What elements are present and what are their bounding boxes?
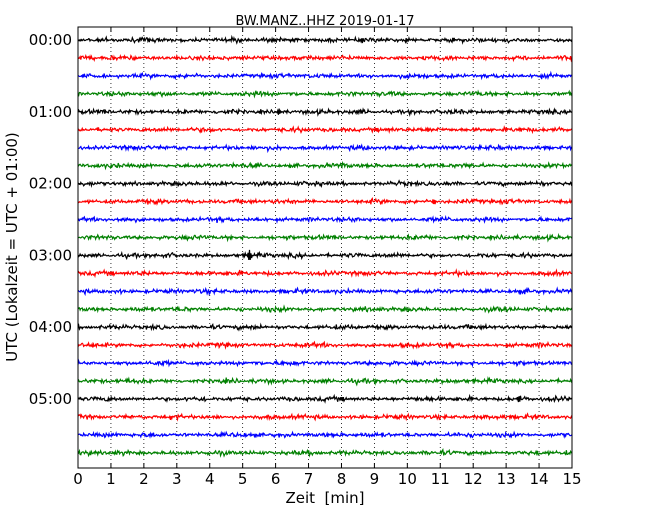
trace-line bbox=[77, 53, 573, 63]
y-tick-label: 00:00 bbox=[29, 31, 72, 49]
x-tick-label: 0 bbox=[73, 470, 83, 488]
trace-line bbox=[77, 393, 573, 404]
x-tick-label: 6 bbox=[271, 470, 281, 488]
trace-line bbox=[77, 268, 573, 279]
trace-line bbox=[77, 179, 573, 189]
x-tick-label: 12 bbox=[464, 470, 483, 488]
trace-line bbox=[77, 430, 573, 439]
plot-area bbox=[78, 27, 572, 468]
y-tick-label: 03:00 bbox=[29, 246, 72, 264]
y-tick-label: 04:00 bbox=[29, 318, 72, 336]
trace-line bbox=[77, 375, 573, 387]
trace-line bbox=[77, 34, 573, 45]
y-tick-label: 05:00 bbox=[29, 390, 72, 408]
x-tick-label: 14 bbox=[530, 470, 549, 488]
x-axis-ticks: 0 1 2 3 4 5 6 7 8 9 10 11 12 13 14 15 bbox=[73, 27, 582, 488]
trace-line bbox=[77, 197, 573, 206]
trace-line bbox=[77, 125, 573, 135]
trace-line bbox=[77, 107, 573, 117]
x-tick-label: 9 bbox=[370, 470, 380, 488]
x-tick-label: 13 bbox=[497, 470, 516, 488]
x-tick-label: 3 bbox=[172, 470, 182, 488]
y-tick-label: 01:00 bbox=[29, 103, 72, 121]
trace-line bbox=[77, 448, 573, 458]
x-tick-label: 8 bbox=[337, 470, 347, 488]
trace-line bbox=[77, 286, 573, 297]
x-tick-label: 2 bbox=[139, 470, 149, 488]
trace-line bbox=[77, 304, 573, 314]
x-tick-label: 5 bbox=[238, 470, 248, 488]
seismic-traces bbox=[77, 34, 573, 458]
x-tick-label: 10 bbox=[398, 470, 417, 488]
x-tick-label: 1 bbox=[106, 470, 116, 488]
trace-line bbox=[77, 249, 573, 261]
x-tick-label: 15 bbox=[562, 470, 581, 488]
trace-line bbox=[77, 89, 573, 99]
x-tick-label: 7 bbox=[304, 470, 314, 488]
trace-line bbox=[77, 358, 573, 368]
trace-line bbox=[77, 143, 573, 154]
trace-line bbox=[77, 322, 573, 332]
plot-frame bbox=[77, 26, 573, 469]
x-tick-label: 4 bbox=[205, 470, 215, 488]
minute-grid bbox=[110, 27, 540, 468]
trace-line bbox=[77, 232, 573, 243]
x-axis-label: Zeit [min] bbox=[285, 489, 364, 507]
trace-line bbox=[77, 412, 573, 422]
chart-title: BW.MANZ..HHZ 2019-01-17 bbox=[235, 14, 414, 29]
x-tick-label: 11 bbox=[431, 470, 450, 488]
trace-line bbox=[77, 340, 573, 350]
y-axis-ticks: 00:00 01:00 02:00 03:00 04:00 05:00 bbox=[29, 31, 572, 408]
y-axis-label: UTC (Lokalzeit = UTC + 01:00) bbox=[3, 132, 21, 362]
trace-line bbox=[77, 160, 573, 171]
y-tick-label: 02:00 bbox=[29, 175, 72, 193]
trace-line bbox=[77, 214, 573, 225]
trace-line bbox=[77, 70, 573, 81]
